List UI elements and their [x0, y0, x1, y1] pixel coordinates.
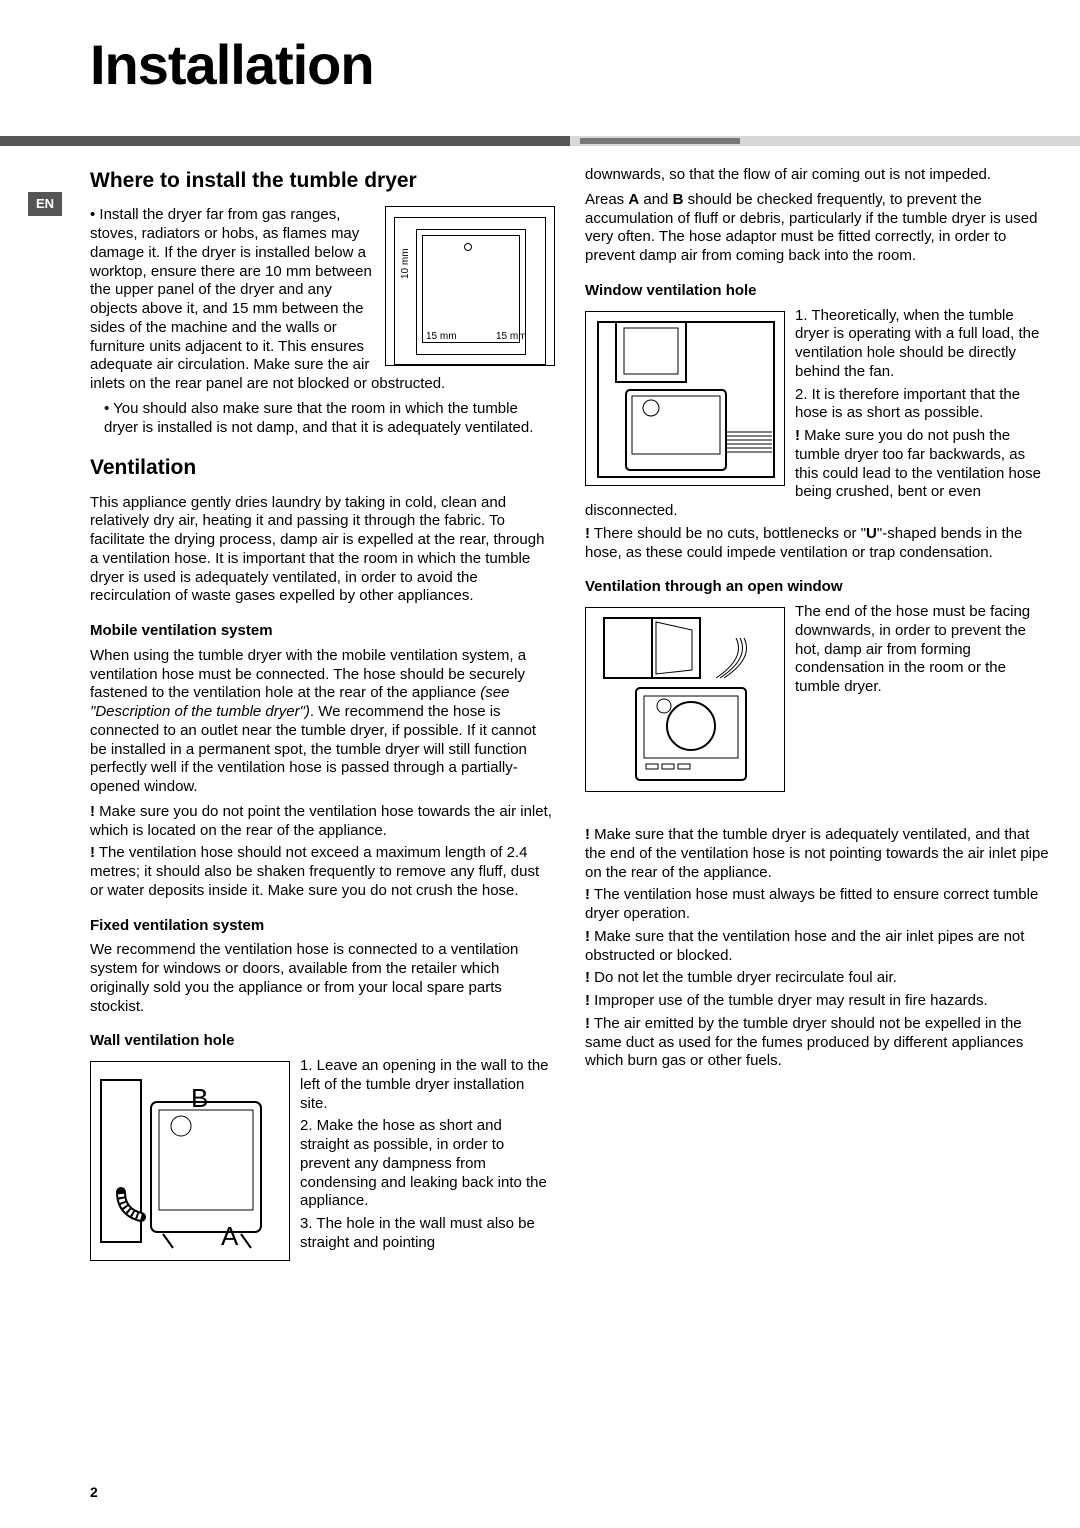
area-A: A [628, 191, 639, 208]
dim-10mm: 10 mm [400, 249, 413, 280]
language-badge: EN [28, 192, 62, 216]
page-number: 2 [90, 1484, 98, 1500]
dim-15mm-right: 15 mm [496, 331, 527, 344]
right-column: downwards, so that the flow of air comin… [585, 166, 1050, 1265]
window-warn-2-U: U [866, 525, 877, 542]
fixed-vent-para: We recommend the ventilation hose is con… [90, 941, 555, 1016]
left-column: Where to install the tumble dryer 10 mm … [90, 166, 555, 1265]
heading-ventilation: Ventilation [90, 455, 555, 481]
heading-fixed-vent: Fixed ventilation system [90, 917, 555, 936]
final-warn-6-text: The air emitted by the tumble dryer shou… [585, 1015, 1023, 1070]
final-warn-5-text: Improper use of the tumble dryer may res… [590, 992, 988, 1009]
area-B: B [673, 191, 684, 208]
header-rule-chip [580, 138, 740, 144]
final-warn-4: ! Do not let the tumble dryer recirculat… [585, 969, 1050, 988]
page-title: Installation [0, 0, 1080, 97]
heading-window-hole: Window ventilation hole [585, 282, 1050, 301]
dim-15mm-left: 15 mm [426, 331, 457, 344]
final-warn-2: ! The ventilation hose must always be fi… [585, 886, 1050, 924]
final-warn-3: ! Make sure that the ventilation hose an… [585, 928, 1050, 966]
header-rule-dark [0, 136, 570, 146]
final-warn-5: ! Improper use of the tumble dryer may r… [585, 992, 1050, 1011]
install-clearance-diagram: 10 mm 15 mm 15 mm [385, 206, 555, 366]
mobile-vent-para: When using the tumble dryer with the mob… [90, 647, 555, 797]
open-window-diagram [585, 607, 785, 792]
areas-and: and [639, 191, 672, 208]
heading-mobile-vent: Mobile ventilation system [90, 622, 555, 641]
install-para-2: • You should also make sure that the roo… [90, 400, 555, 438]
mobile-warn-2: ! The ventilation hose should not exceed… [90, 844, 555, 900]
final-warn-6: ! The air emitted by the tumble dryer sh… [585, 1015, 1050, 1071]
letter-B: B [191, 1082, 208, 1115]
wall-hole-diagram: B A [90, 1061, 290, 1261]
mobile-warn-2-text: The ventilation hose should not exceed a… [90, 844, 539, 899]
final-warn-4-text: Do not let the tumble dryer recirculate … [590, 969, 897, 986]
heading-where: Where to install the tumble dryer [90, 168, 555, 194]
wall-cont-2: Areas A and B should be checked frequent… [585, 191, 1050, 266]
wall-cont-1: downwards, so that the flow of air comin… [585, 166, 1050, 185]
final-warn-1-text: Make sure that the tumble dryer is adequ… [585, 826, 1049, 881]
window-warn-2: ! There should be no cuts, bottlenecks o… [585, 525, 1050, 563]
areas-prefix: Areas [585, 191, 628, 208]
heading-open-window: Ventilation through an open window [585, 578, 1050, 597]
mobile-warn-1-text: Make sure you do not point the ventilati… [90, 803, 552, 839]
final-warn-2-text: The ventilation hose must always be fitt… [585, 886, 1038, 922]
mobile-warn-1: ! Make sure you do not point the ventila… [90, 803, 555, 841]
heading-wall-hole: Wall ventilation hole [90, 1032, 555, 1051]
letter-A: A [221, 1220, 238, 1253]
mobile-text-a: When using the tumble dryer with the mob… [90, 647, 526, 702]
final-warn-3-text: Make sure that the ventilation hose and … [585, 928, 1024, 964]
final-warn-1: ! Make sure that the tumble dryer is ade… [585, 826, 1050, 882]
window-hole-diagram [585, 311, 785, 486]
window-warn-2a: There should be no cuts, bottlenecks or … [590, 525, 866, 542]
ventilation-intro: This appliance gently dries laundry by t… [90, 494, 555, 607]
